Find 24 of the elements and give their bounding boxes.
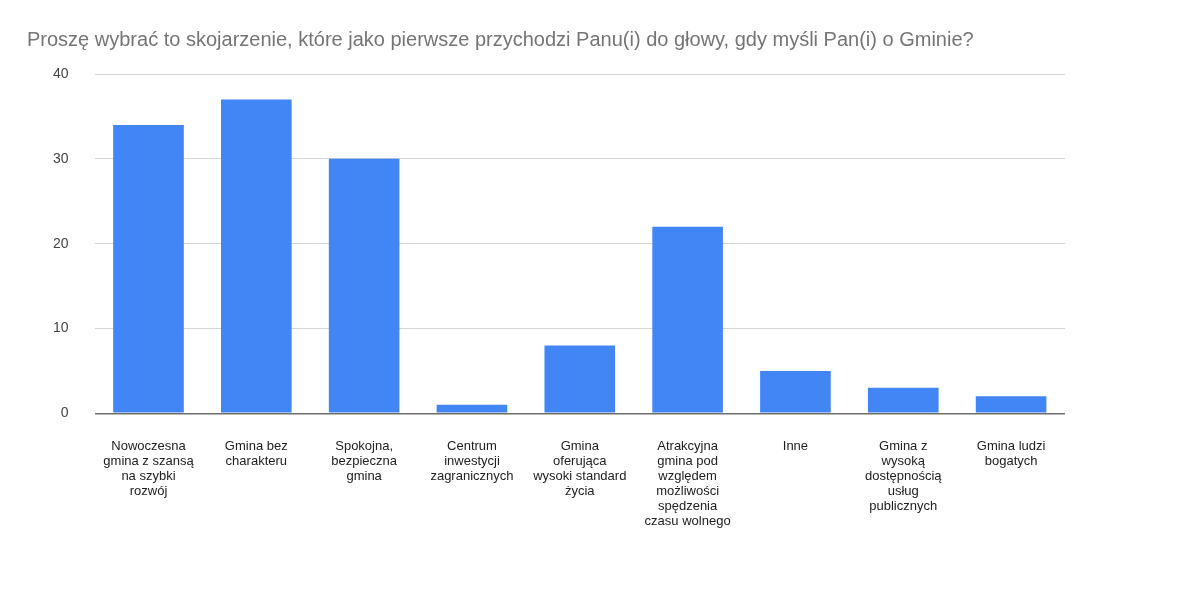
y-tick-label: 40: [52, 64, 69, 81]
bar: [652, 226, 723, 413]
x-tick-label: Gmina z wysoką dostępnością usług publicznych: [864, 438, 943, 514]
bar: [436, 404, 508, 413]
y-tick-label: 30: [52, 149, 69, 166]
x-tick-label: Atrakcyjna gmina pod względem możliwości spędzenia czasu wolnego: [644, 438, 731, 529]
x-tick-label: Gmina oferująca wysoki standard życia: [532, 438, 627, 499]
y-tick-label: 20: [52, 234, 69, 251]
bar: [221, 99, 292, 413]
chart-title: Proszę wybrać to skojarzenie, które jako pierwsze przychodzi Panu(i) do głowy, gdy myśli Pan(i) o Gminie?: [27, 27, 974, 50]
y-tick-label: 10: [52, 319, 69, 336]
x-tick-label: Inne: [782, 438, 809, 454]
x-tick-label: Spokojna, bezpieczna gmina: [331, 438, 398, 484]
x-tick-label: Centrum inwestycji zagranicznych: [430, 438, 514, 484]
bar: [760, 370, 831, 413]
bar: [867, 387, 939, 413]
bar: [544, 345, 616, 413]
x-tick-label: Gmina bez charakteru: [224, 438, 288, 469]
x-tick-label: Nowoczesna gmina z szansą na szybki rozwój: [103, 438, 195, 499]
x-tick-label: Gmina ludzi bogatych: [976, 438, 1046, 469]
bar: [975, 396, 1047, 413]
bar: [113, 124, 184, 413]
bar: [328, 158, 400, 413]
y-tick-label: 0: [60, 404, 69, 421]
